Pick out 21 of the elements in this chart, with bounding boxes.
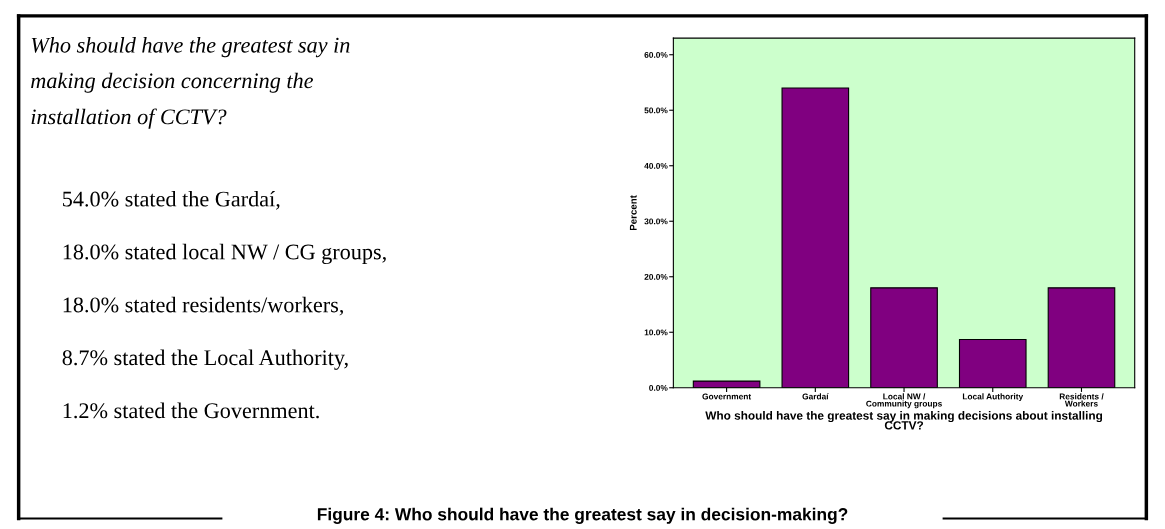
x-tick-label: Government bbox=[702, 393, 752, 400]
text: 1.2% stated the Government. bbox=[63, 402, 319, 419]
text: Who should have the greatest say in making decision concerning the installation of CCTV? bbox=[31, 37, 350, 129]
y-axis-title: Percent bbox=[629, 195, 637, 231]
y-tick-label: 0.0% bbox=[649, 384, 668, 391]
y-tick-label: 50.0% bbox=[644, 107, 668, 114]
text: 54.0% stated the Gardaí, bbox=[63, 190, 280, 210]
text: 18.0% stated residents/workers, bbox=[63, 296, 343, 316]
y-tick-label: 10.0% bbox=[644, 329, 668, 336]
y-tick-label: 40.0% bbox=[644, 162, 668, 169]
caption: Figure 4: Who should have the greatest say in decision-making? bbox=[317, 507, 848, 524]
x-tick-label: Local NW / Community groups bbox=[866, 393, 942, 409]
x-tick-label: Local Authority bbox=[962, 393, 1024, 402]
text: 8.7% stated the Local Authority, bbox=[62, 349, 348, 370]
x-axis-title: Who should have the greatest say in making decisions about installing CCTV? bbox=[705, 411, 1103, 430]
text: 18.0% stated local NW / CG groups, bbox=[63, 243, 386, 265]
y-tick-label: 60.0% bbox=[644, 51, 668, 58]
y-tick-label: 20.0% bbox=[644, 273, 668, 280]
x-tick-label: Gardaí bbox=[802, 393, 829, 400]
x-tick-label: Residents / Workers bbox=[1059, 393, 1104, 407]
y-tick-label: 30.0% bbox=[644, 218, 668, 225]
